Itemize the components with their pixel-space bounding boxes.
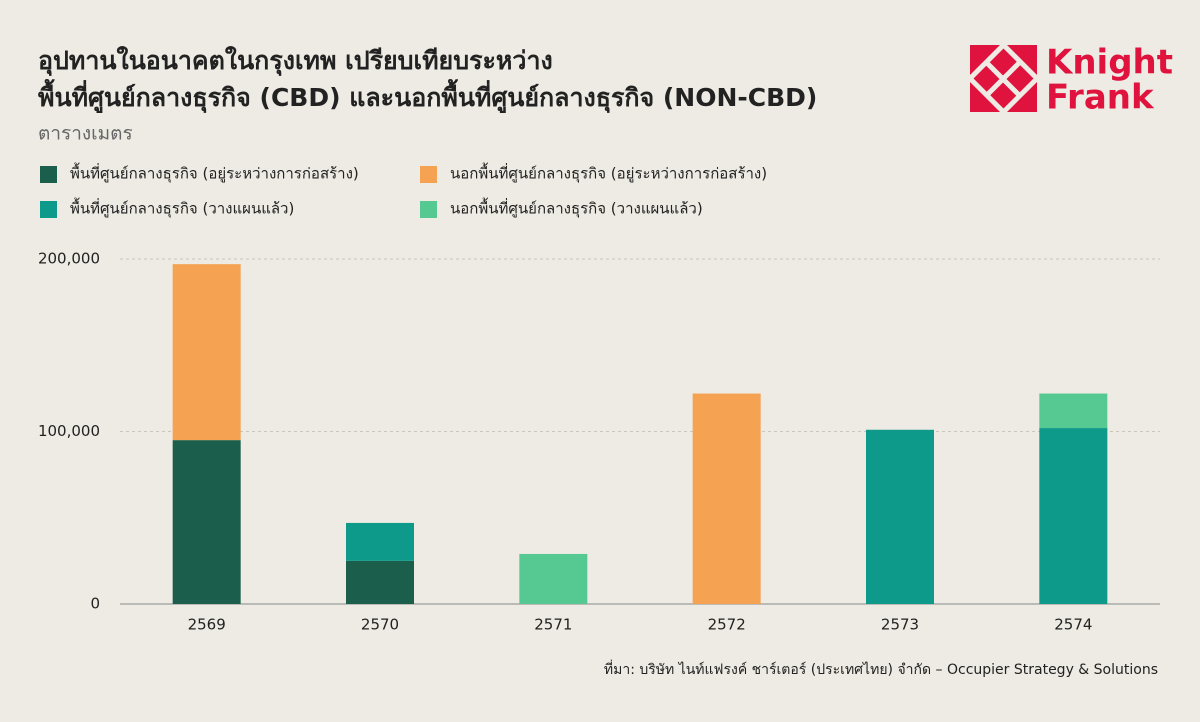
chart-title: พื้นที่ศูนย์กลางธุรกิจ (CBD) และนอกพื้นท… xyxy=(38,78,817,114)
x-tick-label: 2570 xyxy=(361,616,399,634)
legend-label: พื้นที่ศูนย์กลางธุรกิจ (อยู่ระหว่างการก่… xyxy=(70,163,359,184)
source-note: ที่มา: บริษัท ไนท์แฟรงค์ ชาร์เตอร์ (ประเ… xyxy=(604,660,1158,678)
bar-segment xyxy=(172,440,241,604)
y-tick-label: 200,000 xyxy=(38,250,100,268)
chart-title: อุปทานในอนาคตในกรุงเทพ เปรียบเทียบระหว่า… xyxy=(38,45,553,77)
legend-label: พื้นที่ศูนย์กลางธุรกิจ (วางแผนแล้ว) xyxy=(70,198,294,219)
x-tick-label: 2574 xyxy=(1054,616,1092,634)
bar-segment xyxy=(346,522,414,561)
bar-segment xyxy=(1039,428,1108,604)
y-tick-label: 0 xyxy=(90,595,100,613)
x-tick-label: 2573 xyxy=(881,616,919,634)
x-tick-label: 2572 xyxy=(708,616,746,634)
logo-pattern xyxy=(968,43,1039,114)
x-tick-label: 2571 xyxy=(534,616,572,634)
logo: Knight Frank xyxy=(968,43,1173,118)
y-tick-label: 100,000 xyxy=(38,422,100,440)
legend-label: นอกพื้นที่ศูนย์กลางธุรกิจ (อยู่ระหว่างกา… xyxy=(450,163,767,184)
legend-swatch xyxy=(40,201,57,218)
legend-swatch xyxy=(420,166,437,183)
bar-segment xyxy=(866,429,934,604)
bar-segment xyxy=(692,393,761,604)
legend-swatch xyxy=(40,166,57,183)
bar-segment xyxy=(519,553,588,604)
x-tick-label: 2569 xyxy=(188,616,226,634)
bar-segment xyxy=(172,264,241,441)
chart-subtitle: ตารางเมตร xyxy=(38,123,133,145)
logo-text: Knight xyxy=(1046,43,1173,83)
legend-label: นอกพื้นที่ศูนย์กลางธุรกิจ (วางแผนแล้ว) xyxy=(450,198,703,219)
legend-swatch xyxy=(420,201,437,218)
bar-segment xyxy=(346,560,414,604)
bar-segment xyxy=(1039,393,1108,429)
logo-text: Frank xyxy=(1046,78,1155,118)
